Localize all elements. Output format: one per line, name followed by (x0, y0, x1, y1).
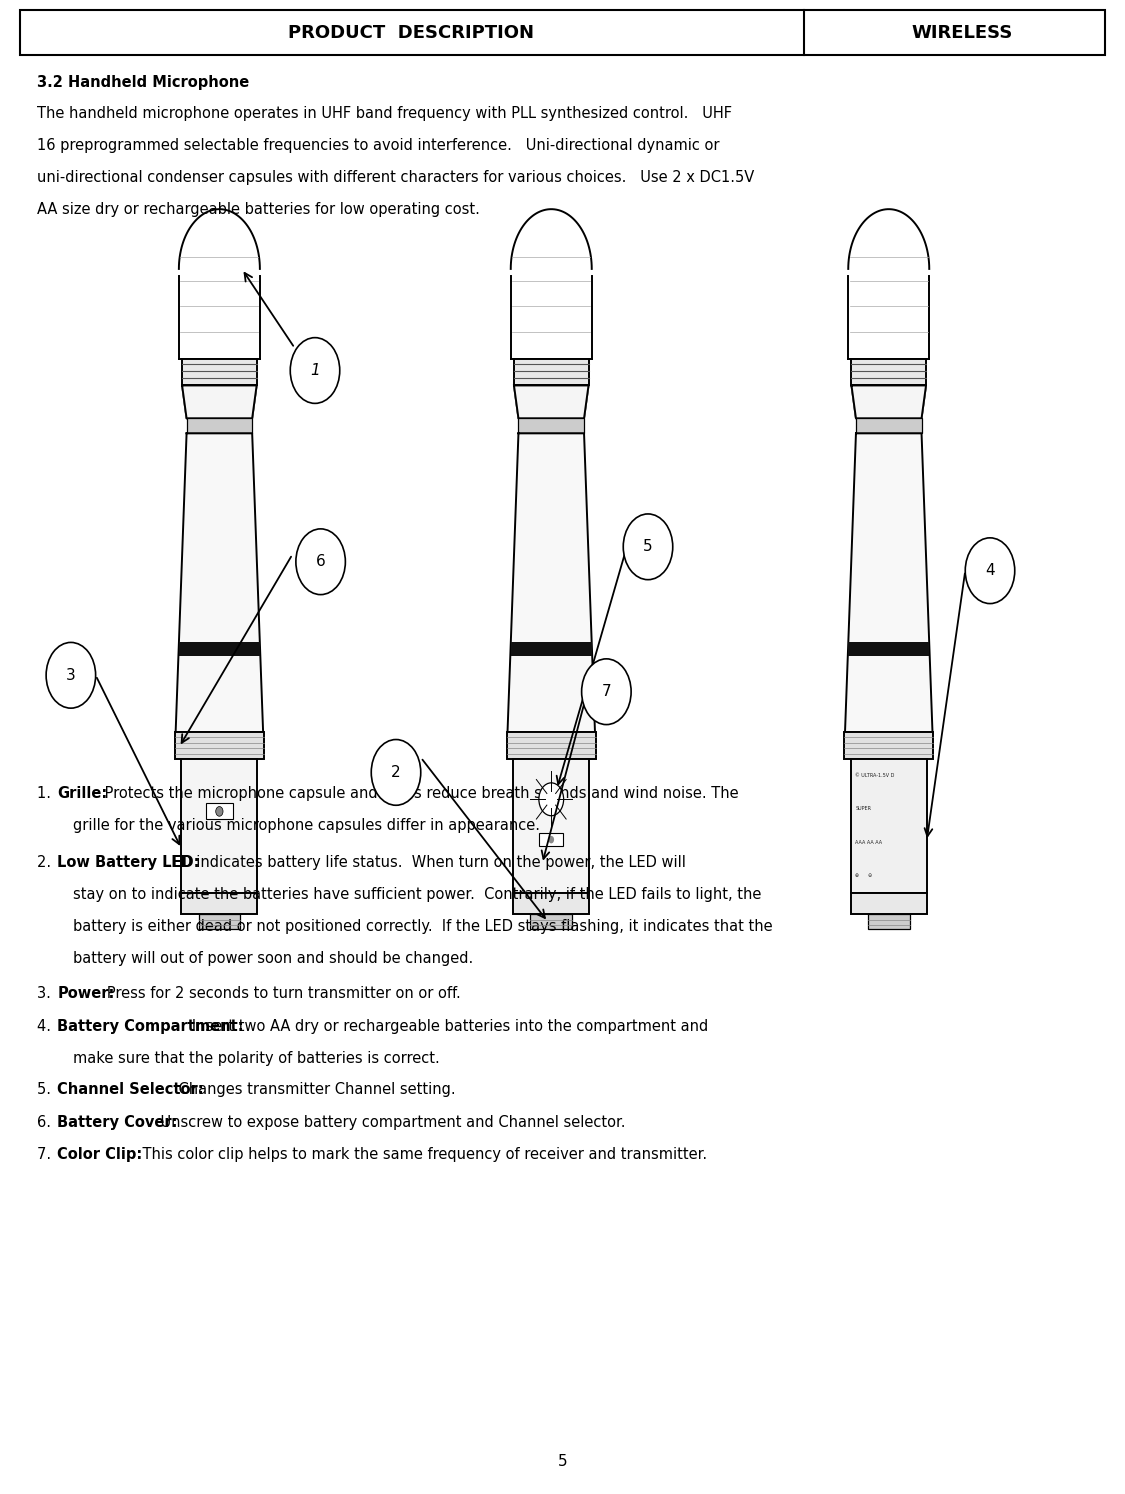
Circle shape (290, 338, 340, 403)
Text: The handheld microphone operates in UHF band frequency with PLL synthesized cont: The handheld microphone operates in UHF … (37, 106, 732, 121)
Text: Unscrew to expose battery compartment and Channel selector.: Unscrew to expose battery compartment an… (142, 1115, 626, 1129)
Bar (506, 732, 596, 759)
Circle shape (216, 807, 223, 816)
Text: AAA AA AA: AAA AA AA (855, 840, 882, 844)
Text: Power:: Power: (57, 986, 115, 1001)
Bar (852, 359, 926, 385)
Circle shape (582, 659, 631, 725)
Bar (174, 732, 264, 759)
Circle shape (965, 538, 1015, 604)
Text: AA size dry or rechargeable batteries for low operating cost.: AA size dry or rechargeable batteries fo… (37, 202, 480, 218)
Polygon shape (182, 385, 256, 418)
Text: Channel Selector:: Channel Selector: (57, 1082, 204, 1097)
Text: 6: 6 (316, 554, 325, 569)
Text: 4: 4 (986, 563, 994, 578)
Bar (198, 914, 241, 929)
Polygon shape (852, 385, 926, 418)
Text: 1.: 1. (37, 786, 56, 801)
Text: 1: 1 (310, 363, 319, 378)
Text: 4.: 4. (37, 1019, 56, 1034)
Circle shape (371, 740, 421, 805)
Bar (850, 759, 927, 893)
Text: PRODUCT  DESCRIPTION: PRODUCT DESCRIPTION (288, 24, 533, 42)
Text: Battery Compartment:: Battery Compartment: (57, 1019, 244, 1034)
Text: LED indicates battery life status.  When turn on the power, the LED will: LED indicates battery life status. When … (154, 855, 685, 870)
Bar (519, 418, 584, 433)
Bar (850, 893, 927, 914)
Bar (513, 759, 590, 893)
Text: Color Clip:: Color Clip: (57, 1147, 143, 1162)
Text: 2.: 2. (37, 855, 56, 870)
Text: Protects the microphone capsule and helps reduce breath sounds and wind noise. T: Protects the microphone capsule and help… (99, 786, 738, 801)
Bar (867, 914, 910, 929)
Circle shape (623, 514, 673, 580)
Text: © ULTRA-1.5V D: © ULTRA-1.5V D (855, 772, 894, 777)
Text: 7.: 7. (37, 1147, 56, 1162)
Bar (856, 418, 921, 433)
Polygon shape (514, 385, 588, 418)
Text: 5: 5 (644, 539, 652, 554)
Text: 2: 2 (392, 765, 400, 780)
Text: stay on to indicate the batteries have sufficient power.  Contrarily, if the LED: stay on to indicate the batteries have s… (73, 887, 762, 902)
Text: SUPER: SUPER (855, 807, 872, 811)
Bar (530, 914, 573, 929)
Circle shape (46, 642, 96, 708)
Text: 5: 5 (558, 1454, 567, 1469)
Bar (181, 893, 258, 914)
Text: Changes transmitter Channel setting.: Changes transmitter Channel setting. (160, 1082, 456, 1097)
Text: uni-directional condenser capsules with different characters for various choices: uni-directional condenser capsules with … (37, 170, 755, 185)
Circle shape (548, 835, 555, 844)
Text: Press for 2 seconds to turn transmitter on or off.: Press for 2 seconds to turn transmitter … (93, 986, 461, 1001)
Text: Grille:: Grille: (57, 786, 108, 801)
Text: 16 preprogrammed selectable frequencies to avoid interference.   Uni-directional: 16 preprogrammed selectable frequencies … (37, 139, 720, 154)
Text: make sure that the polarity of batteries is correct.: make sure that the polarity of batteries… (73, 1052, 440, 1067)
Polygon shape (507, 433, 595, 732)
Text: battery is either dead or not positioned correctly.  If the LED stays flashing, : battery is either dead or not positioned… (73, 919, 773, 934)
Text: grille for the various microphone capsules differ in appearance.: grille for the various microphone capsul… (73, 819, 540, 834)
Text: battery will out of power soon and should be changed.: battery will out of power soon and shoul… (73, 952, 474, 967)
Text: 3.: 3. (37, 986, 55, 1001)
Text: 3: 3 (66, 668, 75, 683)
Text: Low Battery LED:: Low Battery LED: (57, 855, 200, 870)
Bar (187, 418, 252, 433)
Bar (513, 893, 590, 914)
Text: 7: 7 (602, 684, 611, 699)
Bar (511, 642, 592, 656)
Bar (20, 10, 1105, 55)
Circle shape (296, 529, 345, 595)
Text: 5.: 5. (37, 1082, 56, 1097)
Bar (848, 642, 929, 656)
Bar (844, 732, 934, 759)
Bar (514, 359, 588, 385)
Text: WIRELESS: WIRELESS (911, 24, 1013, 42)
Bar (181, 759, 258, 893)
Text: 6.: 6. (37, 1115, 56, 1129)
Polygon shape (176, 433, 263, 732)
Text: ⊕      ⊖: ⊕ ⊖ (855, 874, 873, 878)
Text: This color clip helps to mark the same frequency of receiver and transmitter.: This color clip helps to mark the same f… (124, 1147, 706, 1162)
Text: 3.2 Handheld Microphone: 3.2 Handheld Microphone (37, 75, 250, 90)
Bar (206, 804, 233, 819)
Bar (539, 834, 564, 846)
Bar (179, 642, 260, 656)
Bar (182, 359, 256, 385)
Circle shape (539, 783, 564, 816)
Polygon shape (845, 433, 933, 732)
Text: Battery Cover:: Battery Cover: (57, 1115, 178, 1129)
Text: Insert two AA dry or rechargeable batteries into the compartment and: Insert two AA dry or rechargeable batter… (178, 1019, 708, 1034)
